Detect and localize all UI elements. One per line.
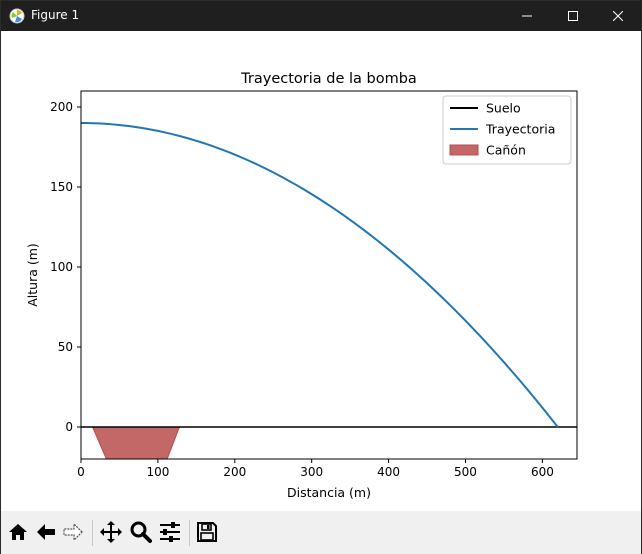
forward-arrow-icon <box>63 522 83 542</box>
navigation-toolbar <box>1 511 641 554</box>
x-tick-label: 400 <box>377 465 400 479</box>
save-button[interactable] <box>195 520 219 544</box>
close-button[interactable] <box>595 1 641 31</box>
toolbar-separator <box>92 520 93 546</box>
legend-label: Suelo <box>486 101 521 116</box>
maximize-icon <box>568 11 578 21</box>
y-tick-label: 200 <box>50 100 73 114</box>
configure-subplots-button[interactable] <box>158 520 182 544</box>
y-axis-label: Altura (m) <box>25 243 40 307</box>
maximize-button[interactable] <box>550 1 596 31</box>
x-tick-label: 100 <box>146 465 169 479</box>
figure-canvas[interactable]: 0 100 200 300 400 500 600 0 50 100 150 200 Trayector… <box>1 31 641 511</box>
home-button[interactable] <box>6 520 30 544</box>
move-arrows-icon <box>100 521 122 543</box>
legend-label: Trayectoria <box>485 122 555 137</box>
sliders-icon <box>160 522 180 542</box>
home-icon <box>9 524 27 540</box>
trajectory-chart[interactable]: 0 100 200 300 400 500 600 0 50 100 150 200 Trayector… <box>1 31 641 511</box>
x-tick-label: 600 <box>531 465 554 479</box>
pan-button[interactable] <box>99 520 123 544</box>
y-tick-label: 50 <box>58 340 73 354</box>
x-tick-label: 200 <box>223 465 246 479</box>
series-trajectory-line <box>81 122 559 428</box>
x-tick-label: 500 <box>454 465 477 479</box>
window-title: Figure 1 <box>31 8 80 22</box>
x-tick-label: 300 <box>300 465 323 479</box>
zoom-button[interactable] <box>129 520 153 544</box>
chart-title: Trayectoria de la bomba <box>240 71 417 87</box>
minimize-button[interactable] <box>504 1 550 31</box>
legend-label: Cañón <box>486 143 526 158</box>
x-tick-label: 0 <box>77 465 85 479</box>
floppy-disk-icon <box>197 522 217 542</box>
back-arrow-icon <box>37 524 55 540</box>
magnifier-icon <box>130 521 152 543</box>
forward-button[interactable] <box>61 520 85 544</box>
toolbar-separator <box>189 520 190 546</box>
y-tick-label: 0 <box>65 420 73 434</box>
y-tick-label: 150 <box>50 180 73 194</box>
minimize-icon <box>522 15 532 17</box>
matplotlib-icon <box>9 8 25 24</box>
back-button[interactable] <box>34 520 58 544</box>
x-axis-label: Distancia (m) <box>287 485 371 500</box>
title-bar[interactable]: Figure 1 <box>1 1 641 31</box>
series-cannon-area <box>91 426 181 459</box>
close-icon <box>613 11 623 21</box>
y-tick-label: 100 <box>50 260 73 274</box>
legend-swatch-cannon <box>449 144 479 156</box>
axes-frame <box>80 90 578 460</box>
